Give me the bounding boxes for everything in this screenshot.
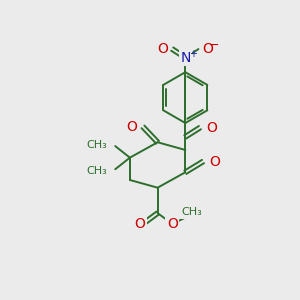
Text: O: O [167, 217, 178, 231]
Text: O: O [126, 120, 137, 134]
Text: N: N [180, 51, 190, 64]
Text: O: O [209, 154, 220, 169]
Text: +: + [189, 49, 197, 59]
Text: O: O [134, 217, 145, 231]
Text: O: O [206, 121, 217, 135]
Text: CH₃: CH₃ [181, 207, 202, 217]
Text: CH₃: CH₃ [87, 166, 108, 176]
Text: −: − [208, 39, 219, 52]
Text: O: O [202, 42, 213, 56]
Text: O: O [158, 42, 168, 56]
Text: CH₃: CH₃ [87, 140, 108, 150]
